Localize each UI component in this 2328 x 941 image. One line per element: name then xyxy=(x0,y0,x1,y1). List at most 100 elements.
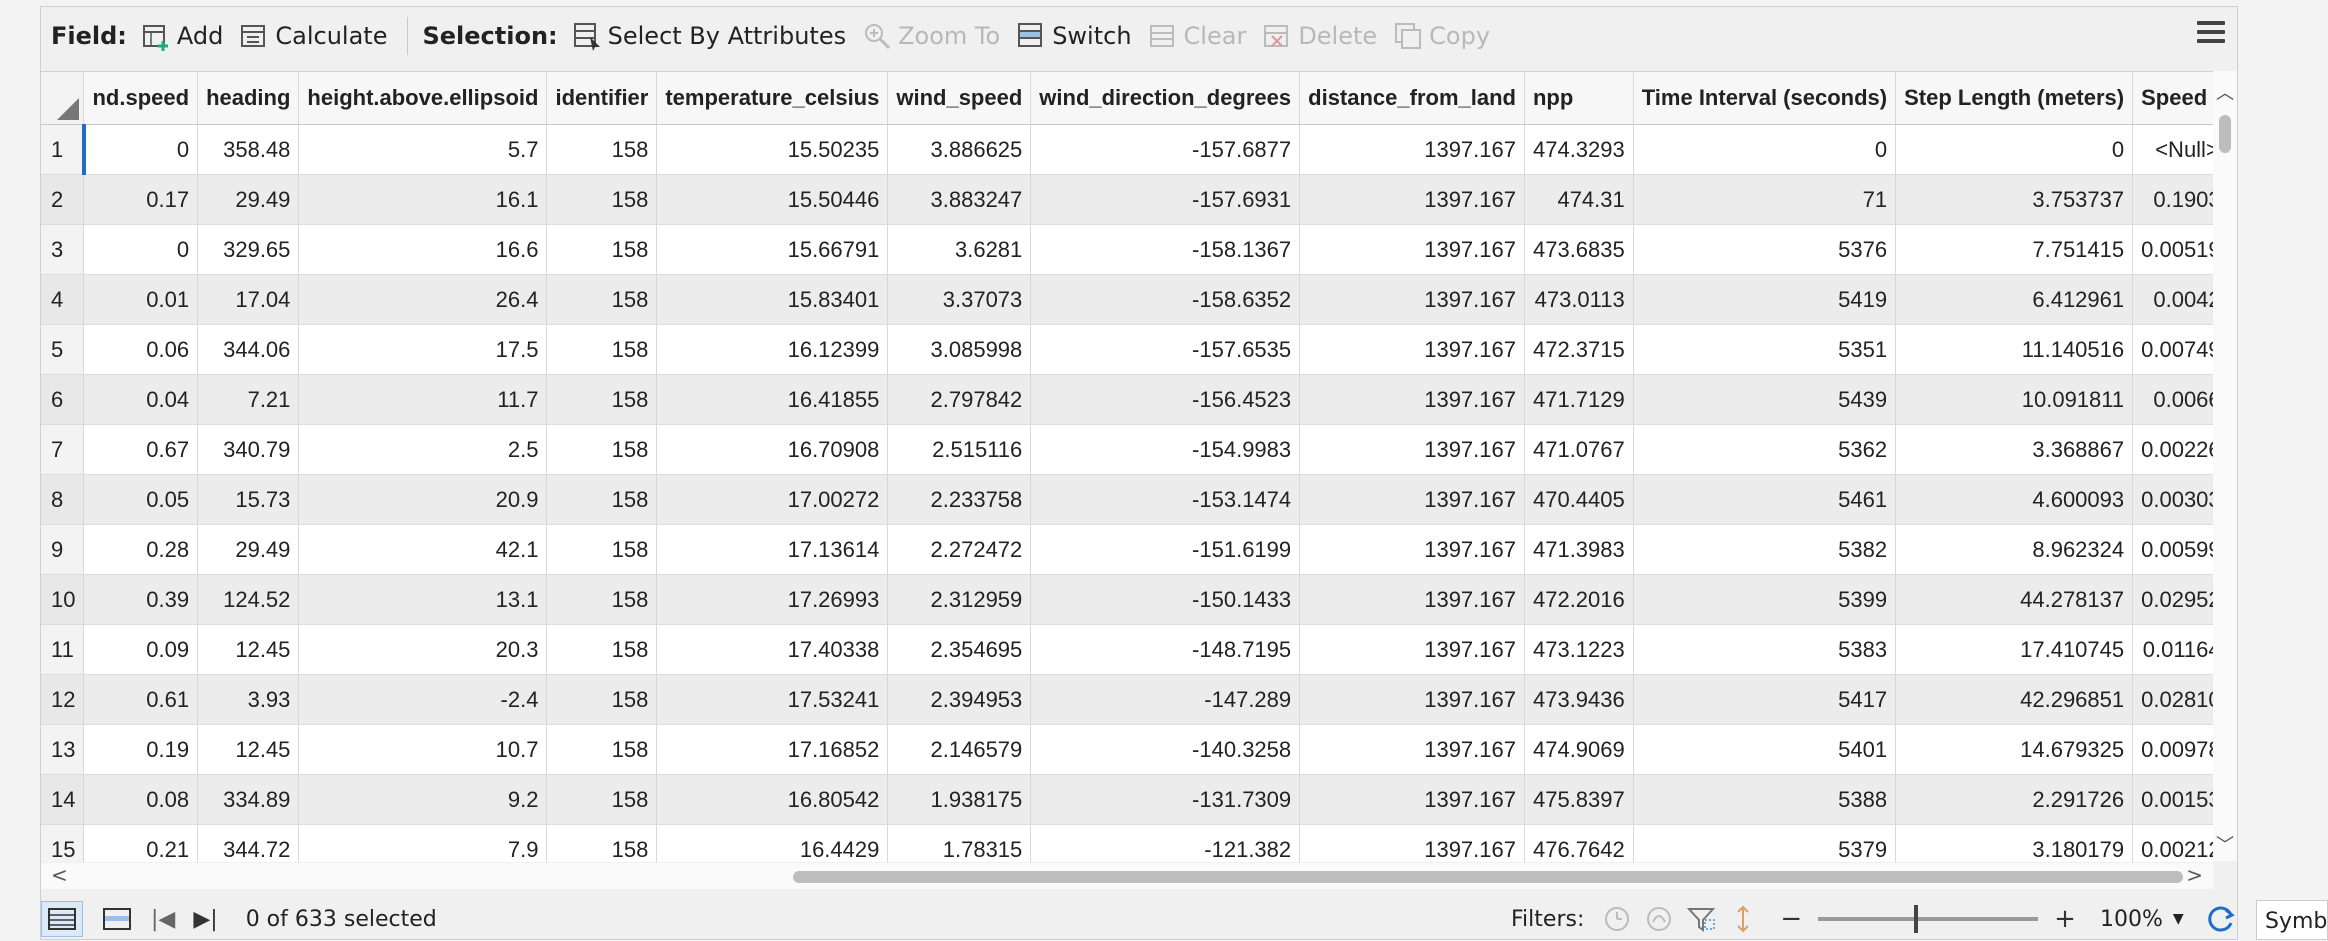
zoom-to-button[interactable]: Zoom To xyxy=(862,21,1000,51)
column-header[interactable]: distance_from_land xyxy=(1299,72,1525,125)
table-cell[interactable]: 0.005995 xyxy=(2132,524,2213,575)
horizontal-scrollbar[interactable]: < > xyxy=(41,863,2213,889)
table-cell[interactable]: 5383 xyxy=(1633,624,1897,675)
add-field-button[interactable]: Add xyxy=(141,21,223,51)
table-cell[interactable]: 11.7 xyxy=(298,374,548,425)
row-number[interactable]: 15 xyxy=(41,824,85,862)
table-cell[interactable]: 0.003032 xyxy=(2132,474,2213,525)
table-cell[interactable]: 0.009784 xyxy=(2132,724,2213,775)
table-cell[interactable]: 475.8397 xyxy=(1524,774,1634,825)
table-cell[interactable]: 1397.167 xyxy=(1299,724,1525,775)
table-cell[interactable]: 2.146579 xyxy=(887,724,1032,775)
table-cell[interactable]: 158 xyxy=(546,424,658,475)
table-cell[interactable]: 16.41855 xyxy=(656,374,889,425)
table-cell[interactable]: 158 xyxy=(546,274,658,325)
select-by-attributes-button[interactable]: Select By Attributes xyxy=(572,21,846,51)
extent-filter-icon[interactable] xyxy=(1686,904,1716,934)
table-cell[interactable]: 2.394953 xyxy=(887,674,1032,725)
table-cell[interactable]: 1397.167 xyxy=(1299,174,1525,225)
row-number[interactable]: 13 xyxy=(41,724,85,775)
row-number[interactable]: 9 xyxy=(41,524,85,575)
table-cell[interactable]: 158 xyxy=(546,124,658,175)
scroll-right-icon[interactable]: > xyxy=(2186,863,2203,887)
table-cell[interactable]: 2.515116 xyxy=(887,424,1032,475)
table-cell[interactable]: 17.13614 xyxy=(656,524,889,575)
table-cell[interactable]: 0.002262 xyxy=(2132,424,2213,475)
table-row[interactable]: 10 0.39 124.52 13.1 158 17.26993 2.312959 -150.… xyxy=(41,574,2213,625)
table-cell[interactable]: 124.52 xyxy=(197,574,300,625)
table-cell[interactable]: 1397.167 xyxy=(1299,574,1525,625)
table-cell[interactable]: -121.382 xyxy=(1030,824,1301,862)
table-cell[interactable]: 17.5 xyxy=(298,324,548,375)
table-cell[interactable]: -2.4 xyxy=(298,674,548,725)
table-cell[interactable]: 358.48 xyxy=(197,124,300,175)
table-cell[interactable]: 1397.167 xyxy=(1299,424,1525,475)
table-cell[interactable]: 472.2016 xyxy=(1524,574,1634,625)
sort-filter-icon[interactable] xyxy=(1728,904,1758,934)
table-cell[interactable]: 3.753737 xyxy=(1895,174,2134,225)
table-cell[interactable]: 29.49 xyxy=(197,524,300,575)
table-cell[interactable]: 5461 xyxy=(1633,474,1897,525)
table-cell[interactable]: 5.7 xyxy=(298,124,548,175)
symbology-tab[interactable]: Symb xyxy=(2256,900,2328,940)
table-cell[interactable]: 158 xyxy=(546,724,658,775)
column-header[interactable]: nd.speed xyxy=(83,72,199,125)
table-cell[interactable]: 17.53241 xyxy=(656,674,889,725)
table-cell[interactable]: 473.0113 xyxy=(1524,274,1634,325)
table-cell[interactable]: 0.39 xyxy=(83,574,199,625)
table-cell[interactable]: 344.72 xyxy=(197,824,300,862)
table-cell[interactable]: -157.6877 xyxy=(1030,124,1301,175)
table-cell[interactable]: 20.3 xyxy=(298,624,548,675)
table-cell[interactable]: 2.5 xyxy=(298,424,548,475)
table-cell[interactable]: 473.9436 xyxy=(1524,674,1634,725)
hamburger-menu-icon[interactable] xyxy=(2197,21,2225,47)
table-cell[interactable]: 1397.167 xyxy=(1299,624,1525,675)
table-cell[interactable]: 12.45 xyxy=(197,724,300,775)
table-cell[interactable]: 3.368867 xyxy=(1895,424,2134,475)
column-header[interactable]: npp xyxy=(1524,72,1634,125)
table-cell[interactable]: 1.938175 xyxy=(887,774,1032,825)
table-cell[interactable]: 0.19033 xyxy=(2132,174,2213,225)
table-cell[interactable]: 7.751415 xyxy=(1895,224,2134,275)
table-cell[interactable]: 5388 xyxy=(1633,774,1897,825)
table-cell[interactable]: 0 xyxy=(1895,124,2134,175)
row-number[interactable]: 3 xyxy=(41,224,85,275)
zoom-in-button[interactable]: + xyxy=(2054,904,2076,934)
table-cell[interactable]: -158.1367 xyxy=(1030,224,1301,275)
table-row[interactable]: 15 0.21 344.72 7.9 158 16.4429 1.78315 -121.382… xyxy=(41,824,2213,862)
table-cell[interactable]: 0.21 xyxy=(83,824,199,862)
table-cell[interactable]: 6.412961 xyxy=(1895,274,2134,325)
table-cell[interactable]: 5376 xyxy=(1633,224,1897,275)
table-cell[interactable]: 158 xyxy=(546,174,658,225)
table-cell[interactable]: 0.61 xyxy=(83,674,199,725)
table-row[interactable]: 7 0.67 340.79 2.5 158 16.70908 2.515116 -154.99… xyxy=(41,424,2213,475)
row-number[interactable]: 2 xyxy=(41,174,85,225)
table-cell[interactable]: 9.2 xyxy=(298,774,548,825)
row-number[interactable]: 14 xyxy=(41,774,85,825)
row-number[interactable]: 10 xyxy=(41,574,85,625)
table-cell[interactable]: 473.6835 xyxy=(1524,224,1634,275)
table-cell[interactable]: 1397.167 xyxy=(1299,474,1525,525)
table-cell[interactable]: 16.80542 xyxy=(656,774,889,825)
table-cell[interactable]: 14.679325 xyxy=(1895,724,2134,775)
table-cell[interactable]: 0 xyxy=(81,124,199,175)
table-cell[interactable]: 0.029524 xyxy=(2132,574,2213,625)
column-header[interactable]: identifier xyxy=(546,72,658,125)
table-cell[interactable]: 17.410745 xyxy=(1895,624,2134,675)
row-number[interactable]: 4 xyxy=(41,274,85,325)
vertical-scrollbar[interactable]: ︿ ﹀ xyxy=(2213,71,2237,861)
zoom-slider-knob[interactable] xyxy=(1914,905,1919,933)
table-cell[interactable]: 5362 xyxy=(1633,424,1897,475)
table-cell[interactable]: 0.028109 xyxy=(2132,674,2213,725)
column-header[interactable]: heading xyxy=(197,72,300,125)
table-cell[interactable]: 471.0767 xyxy=(1524,424,1634,475)
table-cell[interactable]: 158 xyxy=(546,574,658,625)
table-cell[interactable]: 476.7642 xyxy=(1524,824,1634,862)
vertical-scroll-thumb[interactable] xyxy=(2219,115,2231,153)
time-filter-icon[interactable] xyxy=(1602,904,1632,934)
table-cell[interactable]: 15.83401 xyxy=(656,274,889,325)
table-cell[interactable]: 16.12399 xyxy=(656,324,889,375)
table-cell[interactable]: 158 xyxy=(546,674,658,725)
table-cell[interactable]: -140.3258 xyxy=(1030,724,1301,775)
table-cell[interactable]: 7.21 xyxy=(197,374,300,425)
